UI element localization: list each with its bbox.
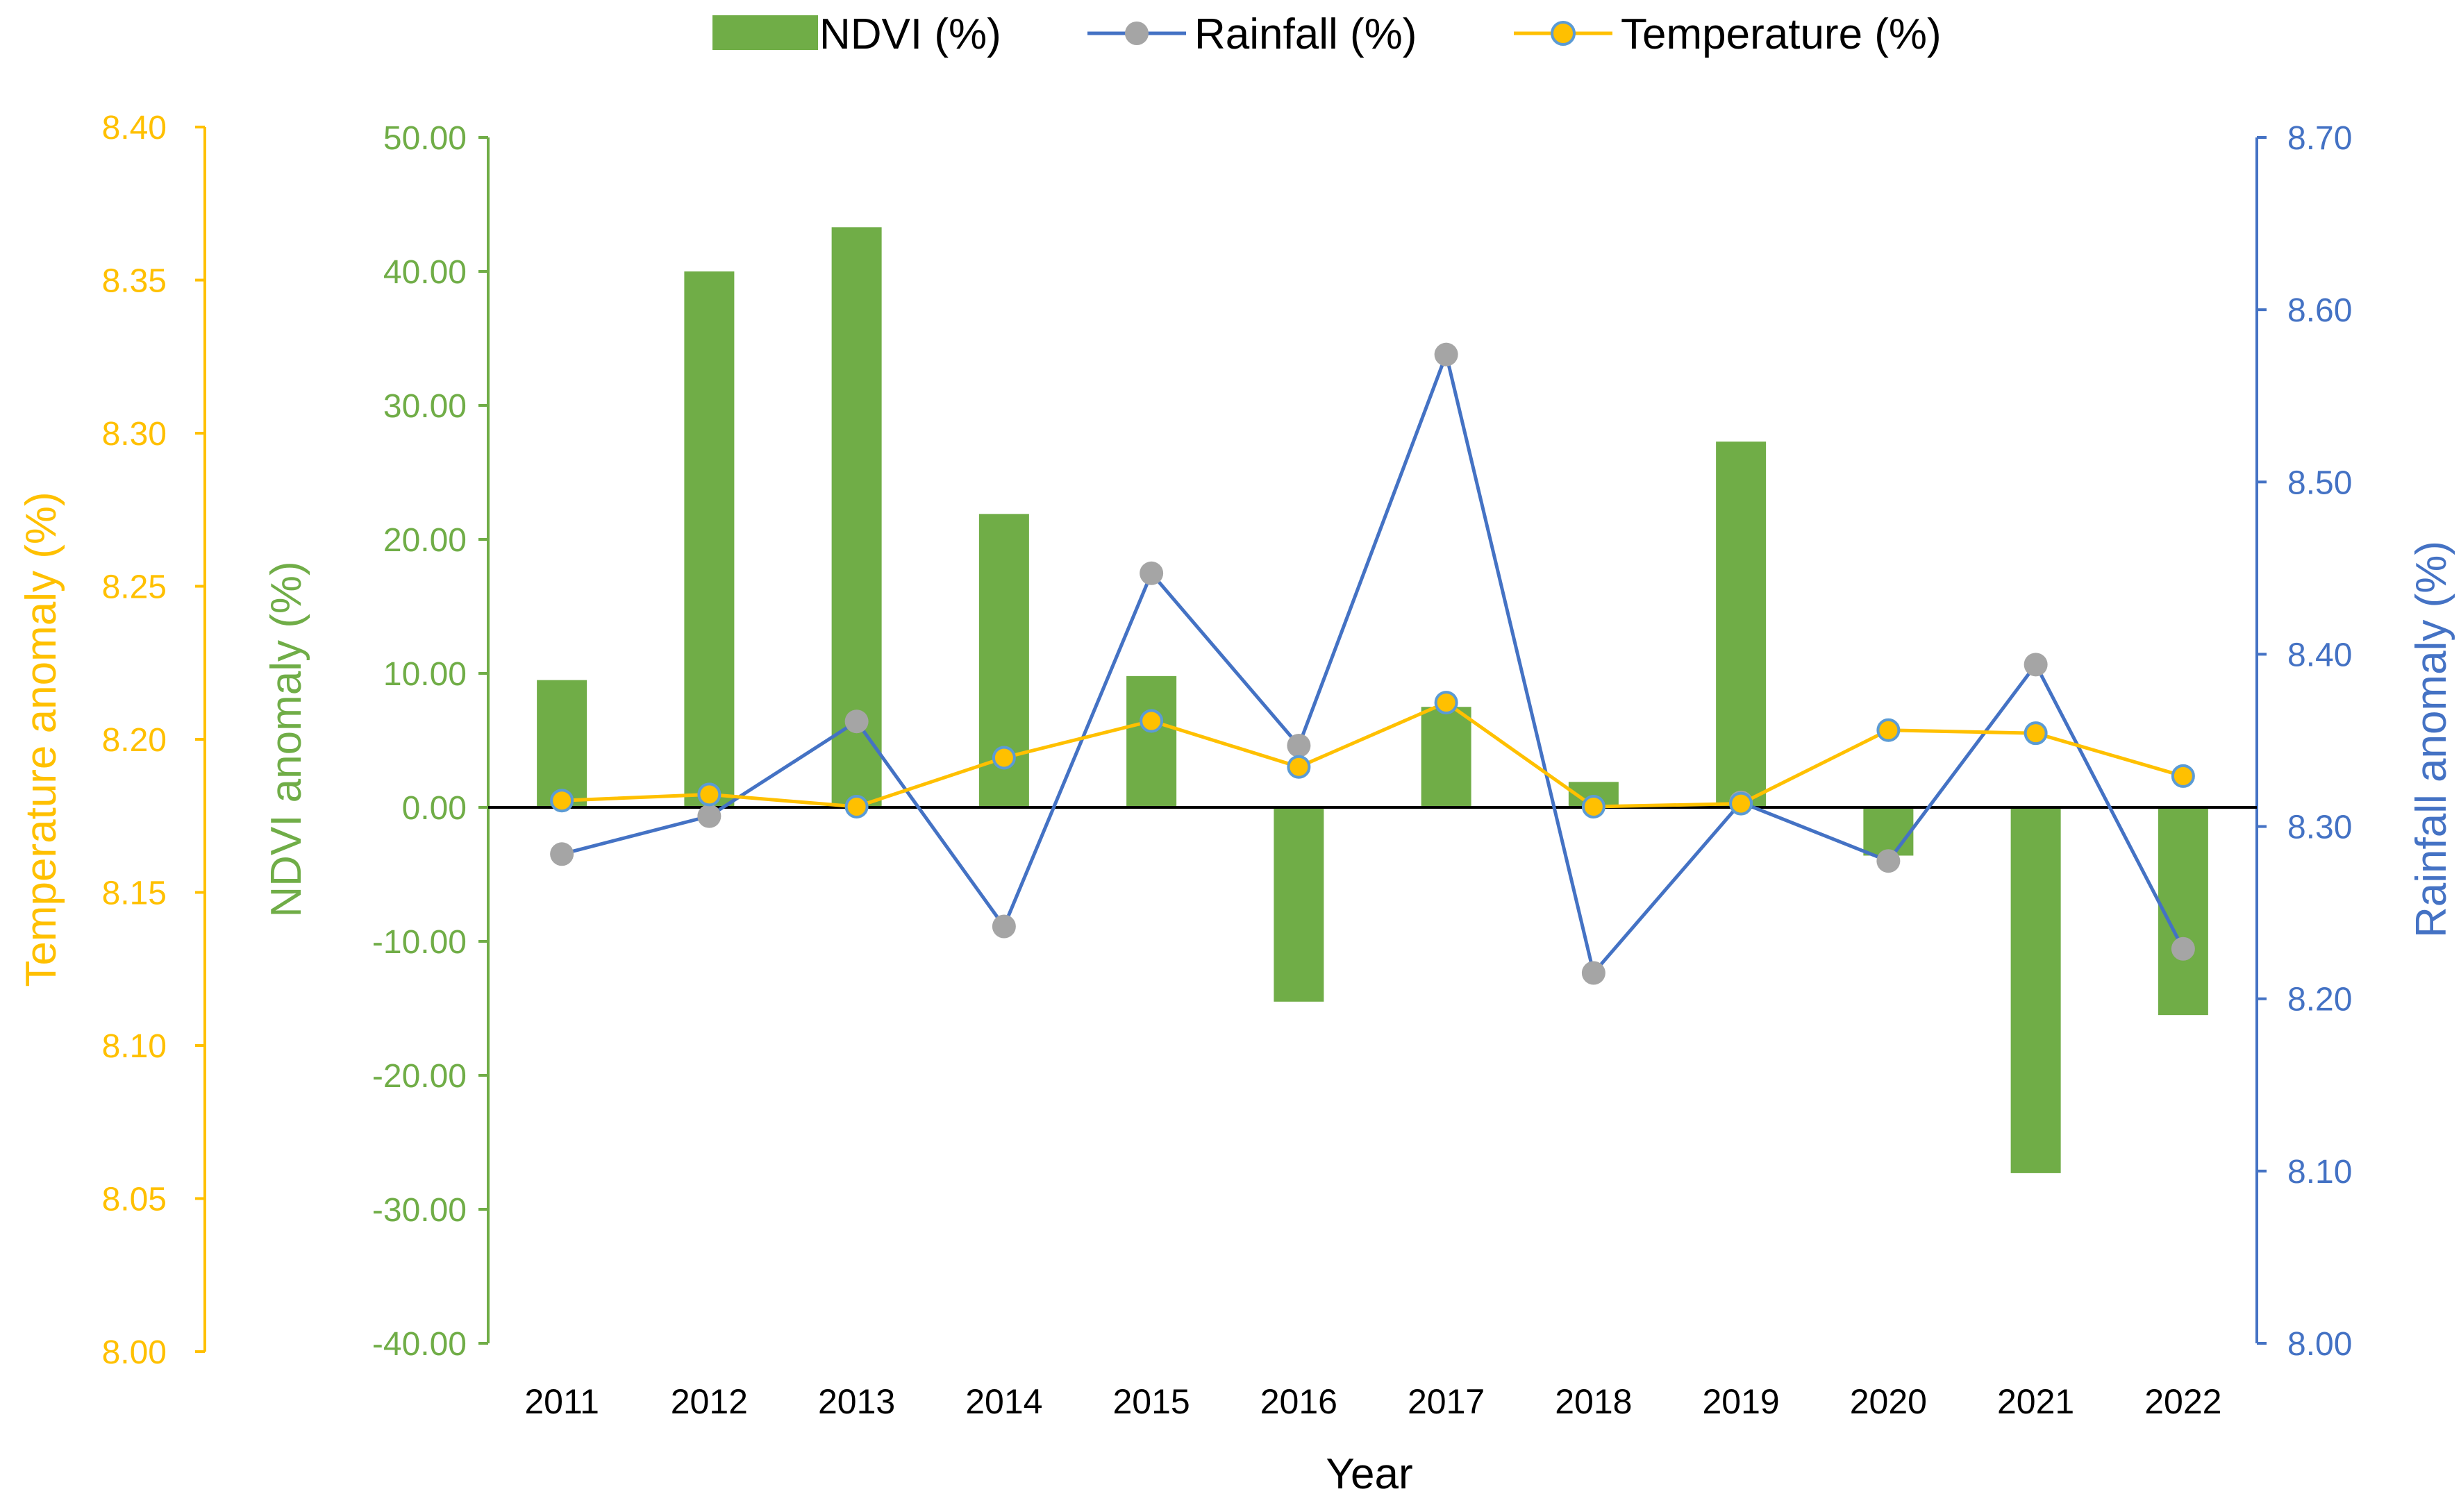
rainfall-series [550, 342, 2195, 985]
ndvi-bar [537, 680, 587, 807]
rainfall-point [2024, 653, 2048, 677]
rainfall-tick-label: 8.30 [2287, 809, 2352, 846]
temperature-tick-label: 8.05 [102, 1182, 167, 1218]
rainfall-point [1140, 561, 1164, 585]
rainfall-point [1287, 733, 1311, 757]
temperature-axis-title: Temperature anomaly (%) [17, 492, 65, 986]
x-tick-label: 2020 [1850, 1382, 1927, 1421]
ndvi-bar [1274, 807, 1324, 1002]
temperature-point [697, 782, 721, 807]
rainfall-point [697, 804, 721, 828]
temperature-tick-label: 8.20 [102, 722, 167, 759]
legend-marker-temperature [1551, 21, 1576, 46]
temperature-point [1434, 691, 1458, 715]
x-tick-label: 2011 [524, 1382, 599, 1421]
temperature-point [1140, 709, 1164, 733]
rainfall-point [550, 842, 574, 866]
temperature-tick-label: 8.25 [102, 569, 167, 606]
temperature-tick-label: 8.30 [102, 416, 167, 453]
legend-label-ndvi: NDVI (%) [819, 10, 1001, 58]
x-tick-label: 2014 [965, 1382, 1042, 1421]
ndvi-axis-title: NDVI anomaly (%) [262, 561, 310, 917]
ndvi-bars [537, 227, 2208, 1173]
rainfall-tick-label: 8.70 [2287, 120, 2352, 157]
rainfall-point [1434, 342, 1458, 367]
temperature-tick-label: 8.00 [102, 1334, 167, 1371]
x-tick-label: 2018 [1555, 1382, 1632, 1421]
temperature-point [2171, 764, 2195, 788]
ndvi-tick-label: 30.00 [383, 388, 467, 425]
x-tick-label: 2015 [1113, 1382, 1190, 1421]
ndvi-tick-label: -20.00 [372, 1058, 467, 1095]
temperature-tick-label: 8.10 [102, 1028, 167, 1065]
ndvi-tick-label: 40.00 [383, 254, 467, 291]
legend-swatch-ndvi [712, 15, 818, 50]
ndvi-tick-label: -30.00 [372, 1192, 467, 1229]
ndvi-tick-label: 10.00 [383, 656, 467, 693]
temperature-point [844, 795, 869, 819]
ndvi-bar [1421, 707, 1471, 807]
temperature-point [1876, 718, 1901, 742]
ndvi-bar [1716, 442, 1767, 807]
rainfall-point [992, 914, 1016, 939]
rainfall-point [1876, 849, 1901, 873]
rainfall-axis: 8.70 8.60 8.50 8.40 8.30 8.20 8.10 8.00 [2257, 120, 2352, 1363]
temperature-point [1287, 755, 1311, 779]
rainfall-tick-label: 8.60 [2287, 292, 2352, 329]
temperature-series [550, 691, 2195, 819]
x-tick-label: 2016 [1260, 1382, 1337, 1421]
x-tick-label: 2022 [2144, 1382, 2221, 1421]
rainfall-tick-label: 8.00 [2287, 1326, 2352, 1363]
rainfall-tick-label: 8.40 [2287, 637, 2352, 673]
ndvi-tick-label: 0.00 [402, 790, 467, 827]
rainfall-tick-label: 8.10 [2287, 1154, 2352, 1191]
temperature-line [562, 700, 2184, 809]
temperature-tick-label: 8.40 [102, 110, 167, 146]
ndvi-bar [684, 271, 735, 807]
rainfall-point [1581, 961, 1605, 985]
ndvi-tick-label: -10.00 [372, 924, 467, 961]
x-axis-title: Year [1326, 1450, 1412, 1498]
x-tick-label: 2021 [1997, 1382, 2074, 1421]
ndvi-tick-label: 20.00 [383, 522, 467, 559]
temperature-point [2024, 721, 2048, 746]
temperature-point [1729, 791, 1753, 816]
temperature-point [992, 746, 1016, 770]
x-axis-ticks: 2011 2012 2013 2014 2015 2016 2017 2018 2019 2020… [524, 1382, 2221, 1421]
rainfall-point [844, 709, 869, 734]
ndvi-axis: 50.00 40.00 30.00 20.00 10.00 0.00 -10.00 -20.0… [372, 120, 488, 1363]
ndvi-bar [2010, 807, 2061, 1173]
rainfall-line [561, 353, 2185, 975]
x-tick-label: 2012 [671, 1382, 748, 1421]
rainfall-point [2171, 936, 2195, 961]
legend-label-rainfall: Rainfall (%) [1194, 10, 1417, 58]
temperature-axis: 8.40 8.35 8.30 8.25 8.20 8.15 8.10 8.05 8.00 [102, 110, 205, 1371]
temperature-point [1581, 795, 1605, 819]
rainfall-tick-label: 8.50 [2287, 464, 2352, 501]
x-tick-label: 2017 [1408, 1382, 1485, 1421]
legend-label-temperature: Temperature (%) [1621, 10, 1942, 58]
temperature-point [550, 789, 574, 813]
legend-marker-rainfall [1125, 22, 1149, 45]
temperature-tick-label: 8.35 [102, 263, 167, 300]
ndvi-bar [1126, 675, 1177, 807]
ndvi-bar [2158, 807, 2208, 1016]
temperature-tick-label: 8.15 [102, 875, 167, 912]
x-tick-label: 2013 [818, 1382, 895, 1421]
ndvi-tick-label: 50.00 [383, 120, 467, 157]
ndvi-bar [1863, 807, 1914, 856]
rainfall-tick-label: 8.20 [2287, 982, 2352, 1018]
x-tick-label: 2019 [1703, 1382, 1780, 1421]
legend: NDVI (%) Rainfall (%) Temperature (%) [712, 10, 1942, 58]
ndvi-tick-label: -40.00 [372, 1326, 467, 1363]
rainfall-axis-title: Rainfall anomaly (%) [2408, 541, 2455, 938]
